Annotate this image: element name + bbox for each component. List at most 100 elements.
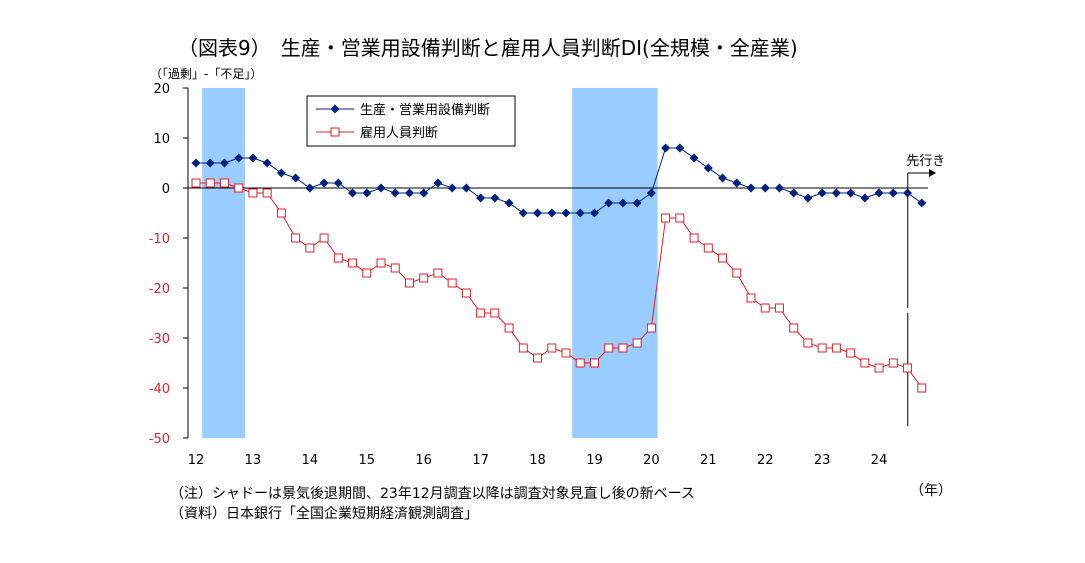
data-point xyxy=(461,288,471,298)
data-point xyxy=(675,213,685,223)
data-point xyxy=(831,188,841,198)
data-point xyxy=(205,178,215,188)
data-point xyxy=(376,183,386,193)
data-point xyxy=(476,308,486,318)
data-point xyxy=(305,183,315,193)
data-point xyxy=(362,268,372,278)
x-tick-label: 21 xyxy=(700,453,717,468)
data-point xyxy=(774,303,784,313)
x-tick-label: 19 xyxy=(586,453,603,468)
data-point xyxy=(518,208,528,218)
data-point xyxy=(219,158,229,168)
y-tick-label: 20 xyxy=(153,82,170,97)
data-point xyxy=(518,343,528,353)
data-point xyxy=(219,178,229,188)
legend-marker xyxy=(330,127,340,137)
forecast-arrow-head xyxy=(929,169,936,177)
x-tick-label: 13 xyxy=(245,453,262,468)
data-point xyxy=(846,188,856,198)
series-equipment xyxy=(191,143,927,218)
data-point xyxy=(888,188,898,198)
data-point xyxy=(447,183,457,193)
data-point xyxy=(604,198,614,208)
x-tick-label: 14 xyxy=(302,453,319,468)
data-point xyxy=(191,178,201,188)
data-point xyxy=(575,358,585,368)
y-tick-label: -30 xyxy=(149,332,170,347)
data-point xyxy=(646,323,656,333)
data-point xyxy=(262,188,272,198)
data-point xyxy=(903,188,913,198)
data-point xyxy=(533,208,543,218)
chart-series xyxy=(191,143,927,393)
data-point xyxy=(419,188,429,198)
data-point xyxy=(504,323,514,333)
data-point xyxy=(348,258,358,268)
data-point xyxy=(817,188,827,198)
data-point xyxy=(490,193,500,203)
x-tick-label: 22 xyxy=(757,453,774,468)
data-point xyxy=(390,263,400,273)
chart-source: （資料）日本銀行「全国企業短期経済観測調査」 xyxy=(170,506,478,522)
data-point xyxy=(234,183,244,193)
legend-marker xyxy=(330,104,340,114)
x-tick-label: 17 xyxy=(472,453,489,468)
recession-shade-1 xyxy=(572,88,658,438)
data-point xyxy=(917,383,927,393)
data-point xyxy=(874,363,884,373)
data-point xyxy=(589,358,599,368)
chart-note: （注）シャドーは景気後退期間、23年12月調査以降は調査対象見直し後の新ベース xyxy=(170,486,695,502)
chart-axes: 20 10 0 -10 -20 -30 -40 -50 12 13 14 15 16 17 18 19 20 21… xyxy=(149,82,946,468)
data-point xyxy=(319,178,329,188)
data-point xyxy=(433,178,443,188)
y-tick-label: -40 xyxy=(149,382,170,397)
legend-label: 雇用人員判断 xyxy=(360,125,438,141)
data-point xyxy=(846,348,856,358)
data-point xyxy=(646,188,656,198)
data-point xyxy=(561,208,571,218)
x-tick-label: 24 xyxy=(871,453,888,468)
y-tick-label: -50 xyxy=(149,432,170,447)
data-point xyxy=(547,208,557,218)
data-point xyxy=(888,358,898,368)
data-point xyxy=(689,153,699,163)
data-point xyxy=(632,338,642,348)
data-point xyxy=(789,188,799,198)
data-point xyxy=(276,208,286,218)
data-point xyxy=(490,308,500,318)
forecast-label: 先行き xyxy=(906,154,945,169)
data-point xyxy=(675,143,685,153)
data-point xyxy=(661,213,671,223)
data-point xyxy=(874,188,884,198)
chart-title: （図表9） 生産・営業用設備判断と雇用人員判断DI(全規模・全産業) xyxy=(178,36,798,60)
data-point xyxy=(476,193,486,203)
y-tick-label: -20 xyxy=(149,282,170,297)
y-tick-label: 10 xyxy=(153,132,170,147)
data-point xyxy=(860,193,870,203)
data-point xyxy=(746,183,756,193)
series-line xyxy=(196,182,923,389)
data-point xyxy=(504,198,514,208)
data-point xyxy=(248,188,258,198)
data-point xyxy=(589,208,599,218)
data-point xyxy=(333,178,343,188)
data-point xyxy=(703,243,713,253)
data-point xyxy=(205,158,215,168)
data-point xyxy=(831,343,841,353)
x-tick-label: 23 xyxy=(814,453,831,468)
data-point xyxy=(746,293,756,303)
data-point xyxy=(760,303,770,313)
data-point xyxy=(774,183,784,193)
x-tick-label: 18 xyxy=(529,453,546,468)
series-line xyxy=(196,147,923,214)
data-point xyxy=(661,143,671,153)
data-point xyxy=(433,268,443,278)
x-axis-unit-label: （年） xyxy=(910,483,952,499)
data-point xyxy=(860,358,870,368)
data-point xyxy=(305,243,315,253)
data-point xyxy=(234,153,244,163)
recession-shading xyxy=(202,88,658,438)
data-point xyxy=(547,343,557,353)
data-point xyxy=(362,188,372,198)
data-point xyxy=(732,178,742,188)
